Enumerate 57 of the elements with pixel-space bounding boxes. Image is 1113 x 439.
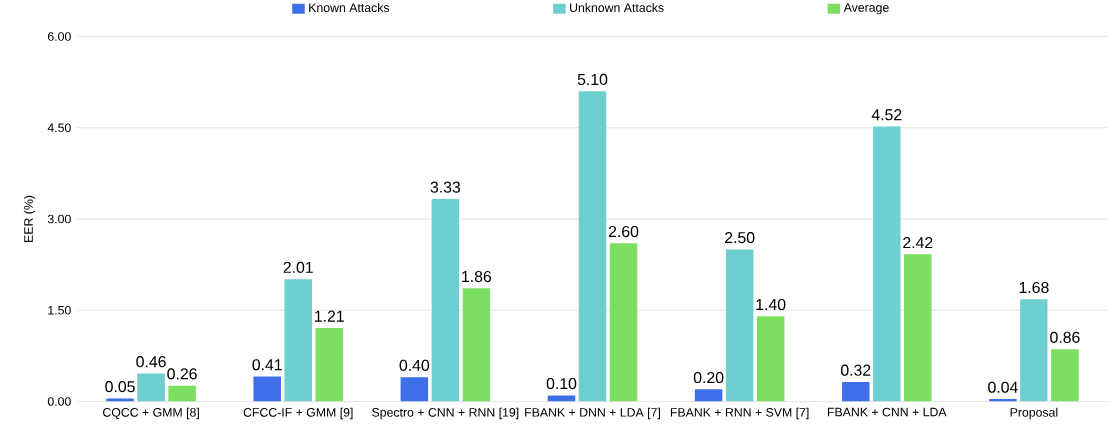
data-label: 1.21 [315,310,344,322]
x-tick-label: FBANK + DNN + LDA [7] [525,407,660,420]
data-label: 5.10 [577,73,608,86]
x-tick-label: Spectro + CNN + RNN [19] [372,407,519,420]
data-label: 0.86 [1050,331,1080,343]
bar [725,249,754,402]
data-label: 0.10 [546,377,577,390]
data-label: 4.52 [871,109,902,121]
bar [1051,349,1079,402]
bar [756,316,785,402]
bar [431,198,460,402]
bar [400,377,429,402]
data-label: 0.40 [399,359,430,371]
x-tick-label: Proposal [1010,407,1058,420]
data-label: 0.20 [693,371,724,384]
bar [578,91,607,402]
bar [547,395,576,402]
bar [1020,299,1048,402]
bar [873,126,901,402]
data-label: 0.46 [136,356,166,368]
bar [904,254,932,402]
y-tick-label: 0.00 [47,397,71,406]
data-label: 0.41 [252,359,282,371]
bar [609,243,638,402]
y-axis-title: EER (%) [23,195,36,242]
data-label: 0.32 [840,364,871,376]
y-tick-label: 1.50 [48,305,71,315]
data-label: 0.04 [988,381,1018,393]
y-tick-label: 6.00 [48,32,71,41]
data-label: 3.33 [430,181,461,193]
bar [315,327,343,402]
legend-label: Known Attacks [309,2,390,12]
data-label: 1.40 [756,298,786,311]
data-label: 2.50 [725,232,755,244]
data-label: 2.42 [903,237,933,249]
data-label: 1.86 [462,270,492,283]
data-label: 1.68 [1019,281,1049,294]
legend-label: Average [843,3,889,15]
data-label: 2.60 [608,225,639,238]
x-tick-label: FBANK + RNN + SVM [7] [670,407,809,420]
bar [168,385,196,402]
bar [137,373,165,402]
data-label: 0.26 [167,368,197,380]
bar [106,398,134,402]
data-label: 2.01 [283,261,313,274]
x-tick-label: CFCC-IF + GMM [9] [243,407,353,420]
y-tick-label: 3.00 [47,214,71,224]
legend-label: Unknown Attacks [570,2,664,12]
data-label: 0.05 [105,381,135,393]
x-tick-label: CQCC + GMM [8] [103,407,199,420]
bar [253,376,281,402]
bar [842,382,870,402]
bar [694,389,723,402]
bar [462,288,491,402]
bar [284,279,312,402]
y-tick-label: 4.50 [47,123,71,133]
x-tick-label: FBANK + CNN + LDA [827,407,947,417]
